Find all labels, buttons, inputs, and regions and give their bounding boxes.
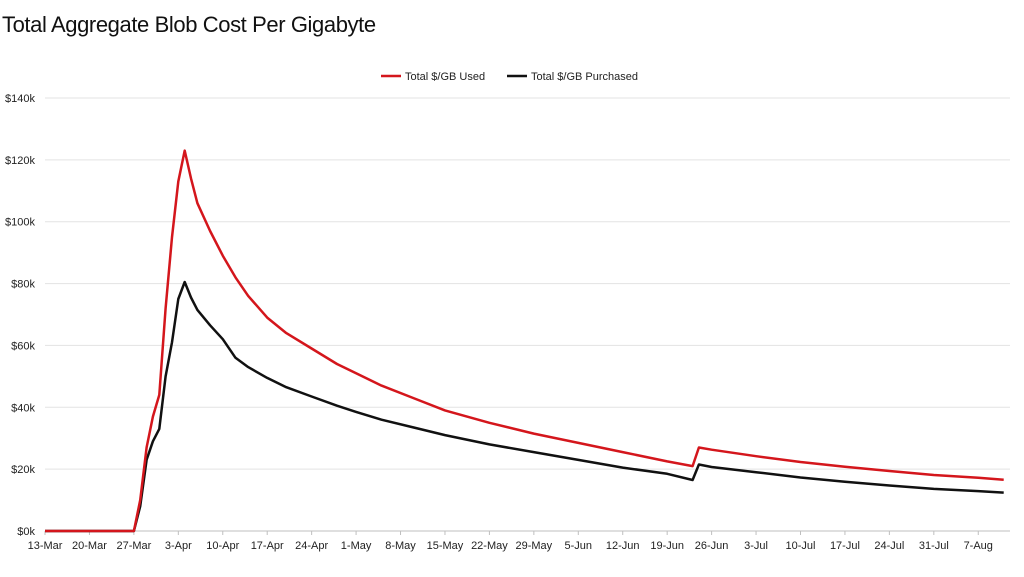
x-tick-label: 5-Jun (565, 540, 593, 552)
x-tick-label: 8-May (385, 540, 416, 552)
x-tick-label: 13-Mar (28, 540, 63, 552)
x-tick-label: 22-May (471, 540, 508, 552)
y-tick-label: $20k (11, 464, 35, 476)
x-tick-label: 19-Jun (650, 540, 684, 552)
y-tick-label: $0k (17, 526, 35, 538)
x-tick-label: 10-Jul (786, 540, 816, 552)
x-tick-label: 12-Jun (606, 540, 640, 552)
legend-label: Total $/GB Purchased (531, 71, 638, 83)
x-tick-label: 15-May (427, 540, 464, 552)
series-lines (45, 149, 1004, 533)
chart-title: Total Aggregate Blob Cost Per Gigabyte (2, 12, 376, 37)
x-tick-label: 3-Jul (744, 540, 768, 552)
gridlines (45, 97, 1010, 470)
y-axis-ticks: $0k $20k $40k $60k $80k $100k $120k $140k (5, 93, 35, 538)
x-tick-label: 24-Apr (295, 540, 328, 552)
x-axis-ticks: 13-Mar 20-Mar 27-Mar 3-Apr 10-Apr 17-Apr 24-Ap… (28, 531, 993, 552)
y-tick-label: $40k (11, 402, 35, 414)
x-tick-label: 27-Mar (116, 540, 151, 552)
x-tick-label: 3-Apr (165, 540, 192, 552)
y-tick-label: $140k (5, 93, 35, 105)
x-tick-label: 26-Jun (695, 540, 729, 552)
y-tick-label: $100k (5, 217, 35, 229)
legend-label: Total $/GB Used (405, 71, 485, 83)
y-tick-label: $120k (5, 155, 35, 167)
x-tick-label: 29-May (516, 540, 553, 552)
x-tick-label: 17-Apr (251, 540, 284, 552)
legend: Total $/GB Used Total $/GB Purchased (381, 71, 638, 83)
x-tick-label: 10-Apr (206, 540, 239, 552)
x-tick-label: 7-Aug (964, 540, 993, 552)
x-tick-label: 17-Jul (830, 540, 860, 552)
x-tick-label: 31-Jul (919, 540, 949, 552)
series-line-total-gb-used (45, 149, 1004, 533)
y-tick-label: $80k (11, 279, 35, 291)
x-tick-label: 20-Mar (72, 540, 107, 552)
x-tick-label: 24-Jul (874, 540, 904, 552)
x-tick-label: 1-May (341, 540, 372, 552)
y-tick-label: $60k (11, 340, 35, 352)
series-line-total-gb-purchased (45, 280, 1004, 533)
